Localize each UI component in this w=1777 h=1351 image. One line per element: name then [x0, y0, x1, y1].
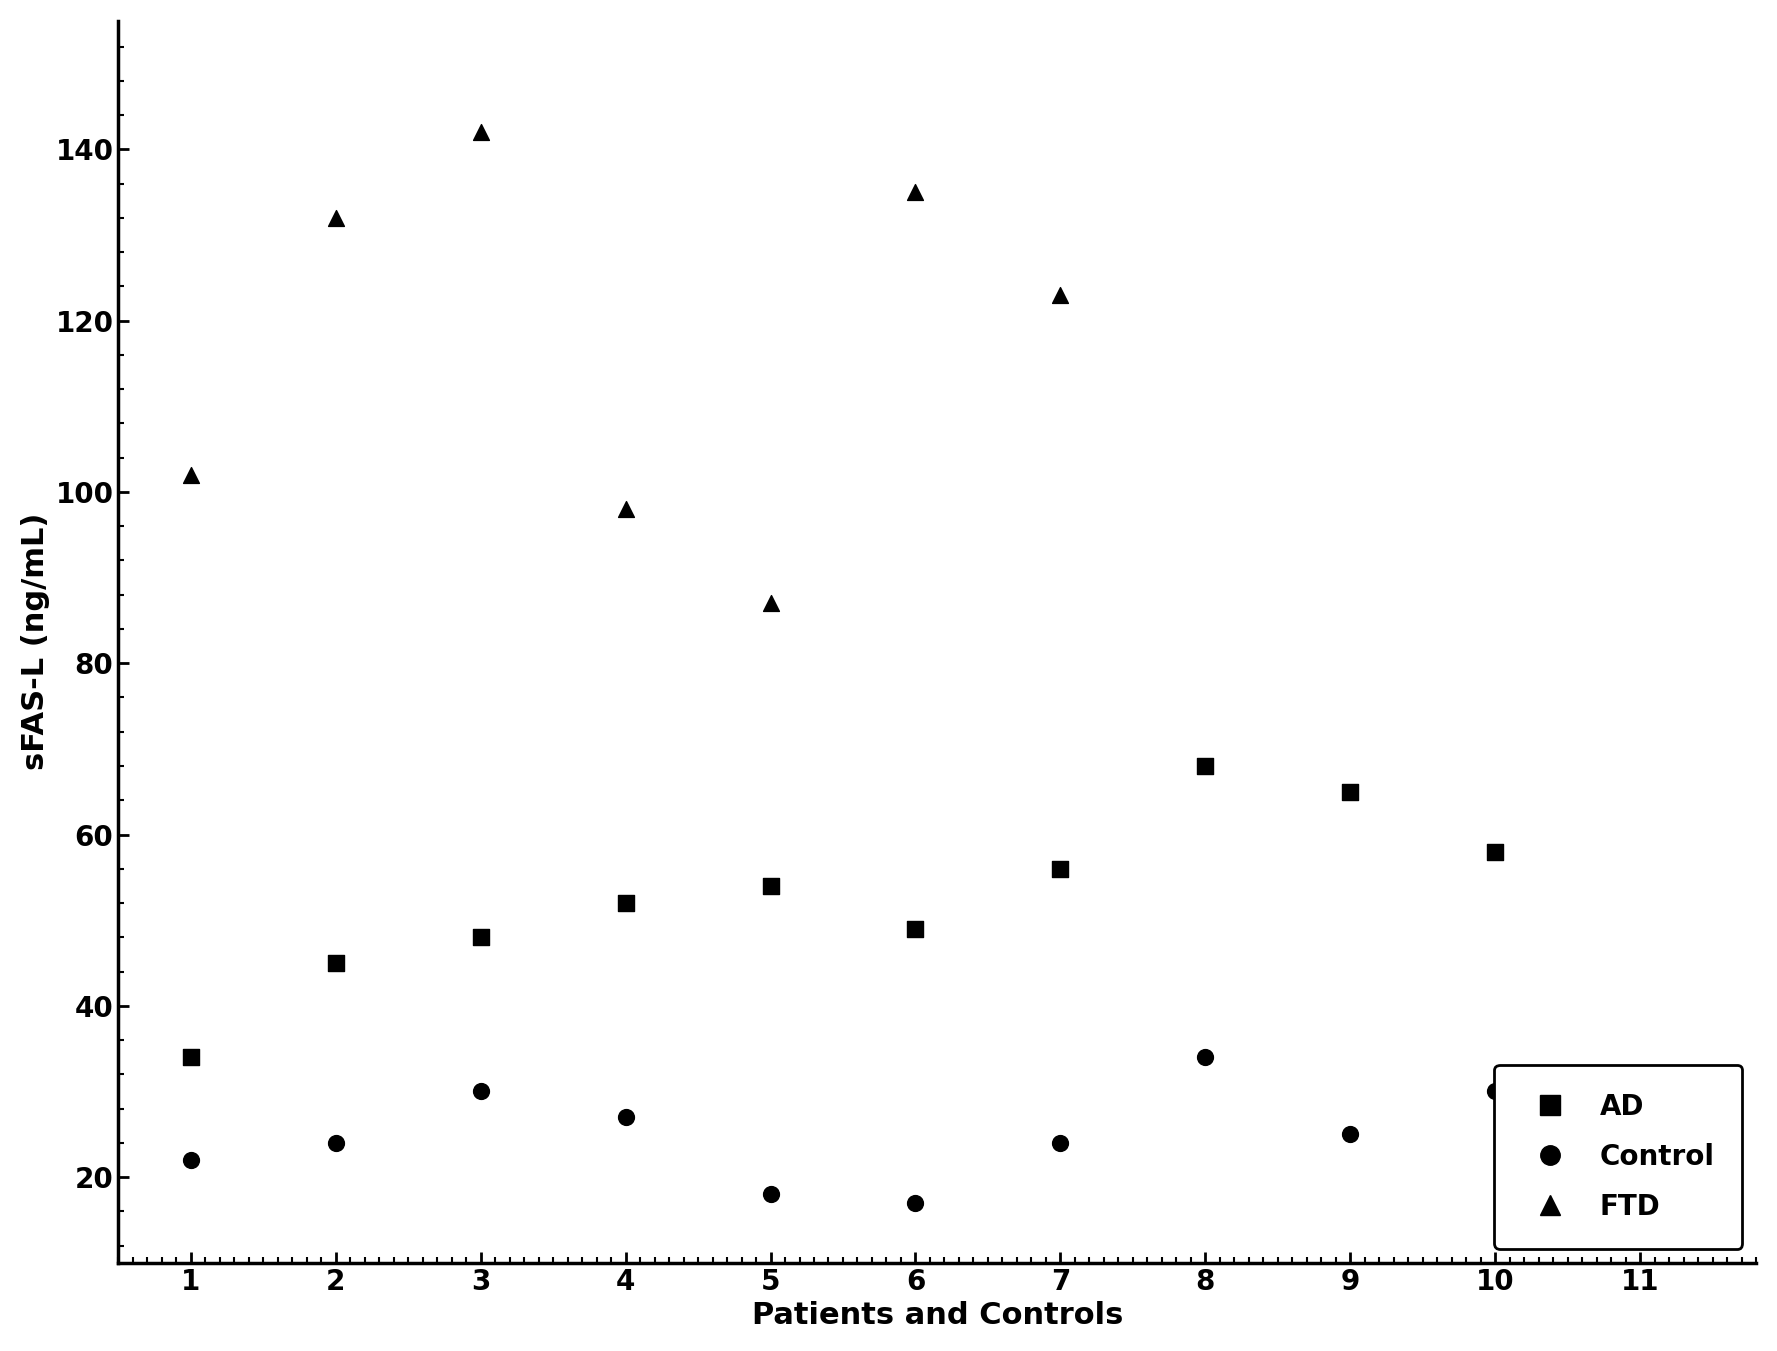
X-axis label: Patients and Controls: Patients and Controls [752, 1301, 1123, 1331]
FTD [322, 207, 350, 228]
FTD [176, 463, 204, 485]
AD [1191, 755, 1219, 777]
Control [176, 1150, 204, 1171]
AD [757, 875, 785, 897]
Legend: AD, Control, FTD: AD, Control, FTD [1494, 1065, 1741, 1248]
AD [901, 917, 929, 939]
Control [611, 1106, 640, 1128]
FTD [1047, 284, 1075, 305]
AD [1047, 858, 1075, 880]
Control [322, 1132, 350, 1154]
AD [1336, 781, 1365, 802]
AD [1480, 840, 1509, 862]
Control [1191, 1047, 1219, 1069]
Control [1626, 1063, 1654, 1085]
FTD [757, 593, 785, 615]
Control [1336, 1124, 1365, 1146]
AD [322, 952, 350, 974]
Control [901, 1192, 929, 1213]
Control [1047, 1132, 1075, 1154]
FTD [466, 122, 494, 143]
FTD [901, 181, 929, 203]
AD [1626, 1063, 1654, 1085]
AD [466, 927, 494, 948]
FTD [611, 499, 640, 520]
Control [757, 1183, 785, 1205]
AD [611, 892, 640, 913]
AD [176, 1047, 204, 1069]
Control [1480, 1081, 1509, 1102]
Control [466, 1081, 494, 1102]
Y-axis label: sFAS-L (ng/mL): sFAS-L (ng/mL) [21, 513, 50, 770]
